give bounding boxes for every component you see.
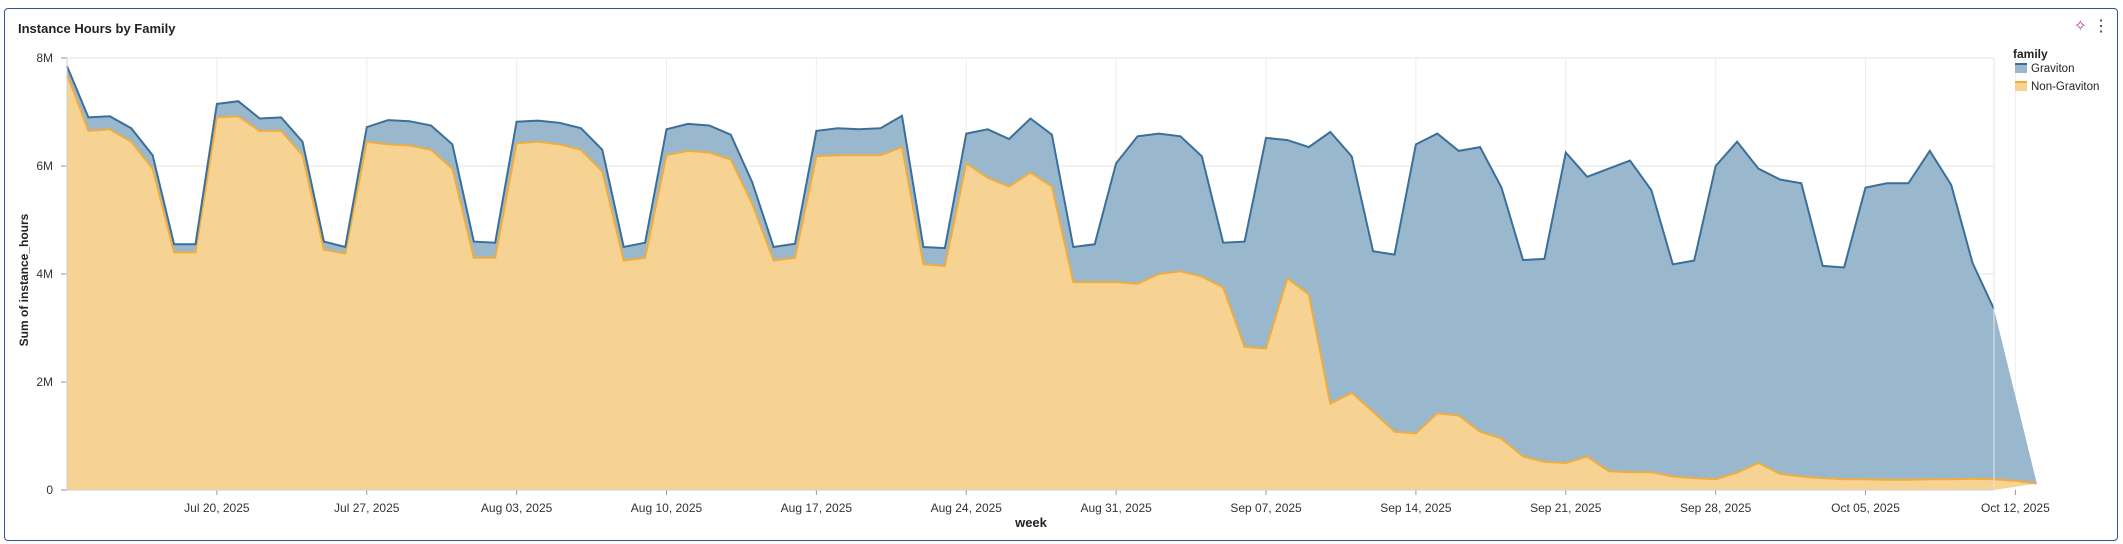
x-tick-label: Aug 31, 2025 — [1080, 501, 1152, 515]
panel-toolbar: ✧ ⋮ — [2074, 19, 2109, 35]
x-tick-label: Aug 10, 2025 — [631, 501, 703, 515]
legend: family Graviton Non-Graviton — [2013, 47, 2099, 93]
x-tick-label: Aug 24, 2025 — [931, 501, 1003, 515]
axes: 0 2M 4M 6M 8M Jul 20, 2025 Jul 27, 2025 Aug 03,… — [36, 51, 2050, 515]
legend-label: Graviton — [2031, 63, 2074, 75]
x-tick-label: Sep 28, 2025 — [1680, 501, 1752, 515]
legend-swatch — [2015, 82, 2027, 91]
x-tick-label: Oct 05, 2025 — [1831, 501, 1900, 515]
series-line-graviton — [66, 65, 1995, 310]
x-tick-label: Aug 17, 2025 — [781, 501, 853, 515]
series-area-graviton — [67, 66, 2037, 484]
legend-label: Non-Graviton — [2031, 81, 2099, 93]
y-tick-label: 8M — [36, 51, 53, 65]
areas — [66, 65, 2037, 490]
chart-title: Instance Hours by Family — [18, 21, 176, 36]
x-axis-label: week — [1014, 515, 1048, 530]
x-tick-label: Jul 27, 2025 — [334, 501, 400, 515]
x-tick-label: Jul 20, 2025 — [184, 501, 250, 515]
x-tick-label: Sep 07, 2025 — [1230, 501, 1302, 515]
legend-swatch — [2015, 64, 2027, 73]
y-axis-label: Sum of instance_hours — [17, 213, 31, 346]
series-area-non-graviton — [67, 74, 2037, 490]
x-tick-label: Sep 21, 2025 — [1530, 501, 1602, 515]
legend-title: family — [2013, 47, 2048, 61]
x-tick-label: Oct 12, 2025 — [1981, 501, 2050, 515]
x-tick-label: Sep 14, 2025 — [1380, 501, 1452, 515]
y-tick-label: 4M — [36, 267, 53, 281]
kebab-menu-icon[interactable]: ⋮ — [2093, 18, 2109, 35]
x-tick-label: Aug 03, 2025 — [481, 501, 553, 515]
series-line-non-graviton — [66, 73, 2037, 485]
y-tick-label: 6M — [36, 159, 53, 173]
sparkle-icon[interactable]: ✧ — [2073, 18, 2087, 35]
y-tick-label: 2M — [36, 375, 53, 389]
y-tick-label: 0 — [46, 483, 53, 497]
